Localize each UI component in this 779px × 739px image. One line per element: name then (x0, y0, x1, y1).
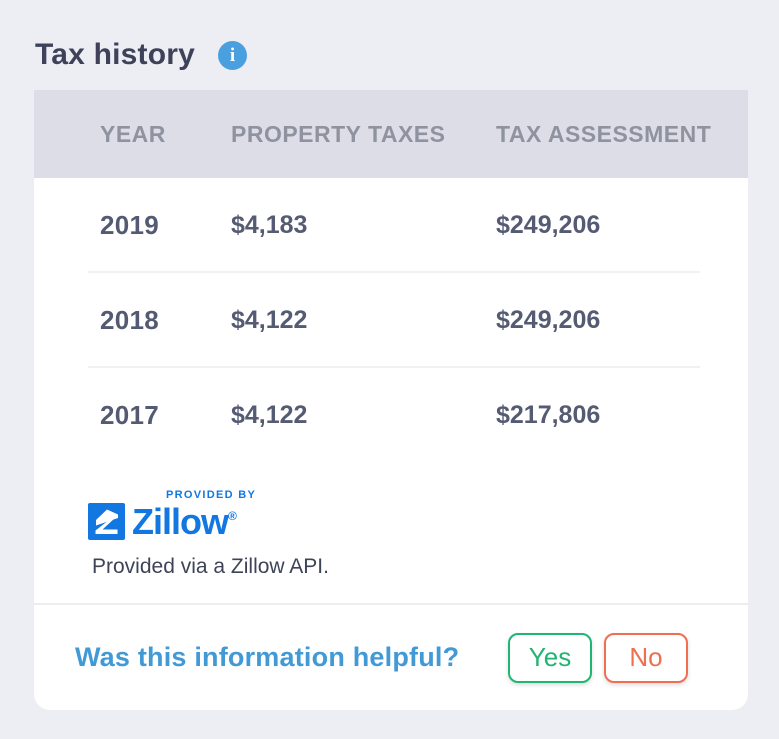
feedback-buttons: Yes No (508, 632, 688, 683)
column-header-property-taxes: PROPERTY TAXES (231, 120, 446, 147)
property-taxes-cell: $4,183 (231, 211, 308, 239)
property-taxes-cell: $4,122 (231, 306, 308, 334)
table-row: 2017 $4,122 $217,806 (34, 368, 748, 463)
table-row: 2019 $4,183 $249,206 (34, 178, 748, 273)
feedback-question: Was this information helpful? (75, 642, 460, 672)
info-icon[interactable]: i (218, 40, 248, 70)
tax-assessment-cell: $249,206 (496, 211, 601, 239)
zillow-attribution: PROVIDED BY Zillow® Provided via a Zillo… (88, 489, 748, 579)
year-cell: 2017 (100, 400, 160, 430)
year-cell: 2019 (100, 210, 160, 240)
zillow-wordmark: Zillow® (132, 500, 237, 542)
table-header-row: YEAR PROPERTY TAXES TAX ASSESSMENT (34, 90, 748, 178)
year-cell: 2018 (100, 305, 160, 335)
feedback-bar: Was this information helpful? Yes No (34, 603, 748, 710)
registered-trademark: ® (228, 508, 237, 523)
yes-button[interactable]: Yes (508, 632, 592, 683)
attribution-caption: Provided via a Zillow API. (92, 555, 329, 578)
property-taxes-cell: $4,122 (231, 401, 308, 429)
column-header-tax-assessment: TAX ASSESSMENT (496, 120, 712, 147)
no-button[interactable]: No (604, 632, 688, 683)
zillow-logo: Zillow® (88, 503, 748, 540)
column-header-year: YEAR (100, 120, 166, 147)
table-row: 2018 $4,122 $249,206 (34, 273, 748, 368)
tax-assessment-cell: $217,806 (496, 401, 601, 429)
zillow-logo-icon (88, 503, 125, 540)
provided-by-label: PROVIDED BY (166, 489, 257, 501)
tax-history-card: YEAR PROPERTY TAXES TAX ASSESSMENT 2019 … (34, 90, 748, 710)
tax-history-header: Tax history i (35, 38, 248, 72)
tax-assessment-cell: $249,206 (496, 306, 601, 334)
page-title: Tax history (35, 38, 196, 71)
